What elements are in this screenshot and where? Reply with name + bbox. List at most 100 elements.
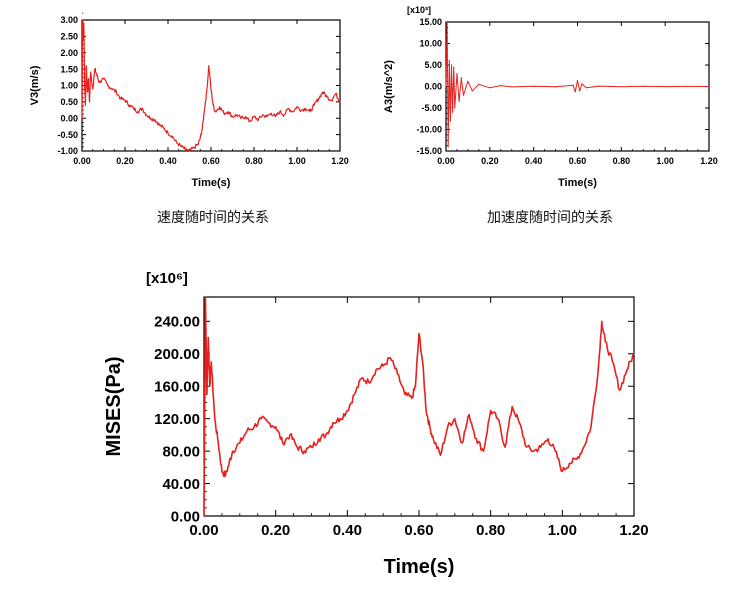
acceleration-caption: 加速度随时间的关系 <box>487 210 613 226</box>
velocity-data-point <box>88 101 91 103</box>
velocity-data-point <box>257 119 259 121</box>
mises-data-point <box>601 320 603 322</box>
acceleration-data-point <box>456 73 458 75</box>
velocity-y-tick-label: -0.50 <box>57 130 78 140</box>
mises-data-point <box>490 410 492 412</box>
acceleration-data-point <box>500 85 502 87</box>
velocity-data-point <box>90 71 92 73</box>
mises-data-point <box>339 418 341 420</box>
acceleration-data-point <box>555 86 557 88</box>
velocity-x-tick-label: 1.00 <box>288 156 306 166</box>
acceleration-x-axis-label: Time(s) <box>558 177 597 189</box>
velocity-data-point <box>283 114 285 116</box>
mises-y-tick-label: 120.00 <box>154 411 200 428</box>
mises-data-point <box>504 446 506 448</box>
mises-data-point <box>203 515 205 517</box>
velocity-data-point <box>197 143 199 145</box>
acceleration-y-tick-label: -5.00 <box>421 103 442 113</box>
velocity-data-point <box>212 104 214 106</box>
mises-data-point <box>260 418 262 420</box>
velocity-y-tick-label: 1.50 <box>60 64 78 74</box>
acceleration-x-tick-label: 0.80 <box>613 156 631 166</box>
velocity-data-point <box>330 99 332 101</box>
velocity-data-point <box>231 116 234 118</box>
mises-data-point <box>429 426 431 428</box>
velocity-data-point <box>81 117 83 119</box>
velocity-data-point <box>128 104 130 106</box>
acceleration-data-point <box>450 64 453 66</box>
mises-data-point <box>217 442 219 444</box>
acceleration-data-point <box>579 90 581 92</box>
mises-data-point <box>282 442 284 444</box>
acceleration-chart: -15.00 -10.00 -5.00 0.00 5.00 10.00 15.00 0.00 0… <box>383 5 718 189</box>
velocity-data-point <box>82 12 84 14</box>
velocity-data-point <box>176 142 178 144</box>
velocity-caption: 速度随时间的关系 <box>157 210 269 226</box>
acceleration-data-point <box>576 79 579 82</box>
velocity-data-point <box>120 98 122 100</box>
acceleration-data-point <box>449 120 451 122</box>
acceleration-data-point <box>581 83 583 85</box>
velocity-series-line-v3 <box>81 19 340 152</box>
velocity-data-point <box>84 104 86 106</box>
velocity-data-point <box>145 114 148 116</box>
mises-data-point <box>597 369 599 371</box>
velocity-data-point <box>266 116 268 118</box>
mises-data-point <box>375 369 377 371</box>
mises-data-point <box>439 454 442 456</box>
mises-data-point <box>590 426 592 428</box>
mises-data-point <box>221 470 223 472</box>
acceleration-data-point <box>642 85 644 87</box>
acceleration-x-tick-label: 0.40 <box>525 156 543 166</box>
acceleration-data-point <box>598 85 601 87</box>
mises-data-point <box>461 442 463 444</box>
mises-data-point <box>289 434 291 436</box>
mises-y-tick-label: 240.00 <box>154 314 200 331</box>
mises-data-point <box>576 458 578 460</box>
velocity-data-point <box>87 78 90 80</box>
velocity-data-point <box>279 111 281 113</box>
velocity-data-point <box>150 117 152 119</box>
velocity-data-point <box>86 91 88 93</box>
mises-data-point <box>253 426 255 428</box>
mises-data-point <box>468 414 470 416</box>
velocity-y-tick-label: 2.00 <box>60 48 78 58</box>
mises-data-point <box>232 450 234 452</box>
velocity-data-point <box>158 124 160 126</box>
velocity-data-point <box>133 107 135 109</box>
mises-y-axis-label: MISES(Pa) <box>103 356 125 456</box>
velocity-data-point <box>326 96 328 98</box>
mises-data-point <box>633 353 635 355</box>
acceleration-data-point <box>664 86 666 88</box>
acceleration-x-tick-label: 1.00 <box>656 156 674 166</box>
velocity-data-point <box>188 150 191 152</box>
mises-data-point <box>207 337 209 339</box>
mises-data-point <box>626 369 628 371</box>
acceleration-data-point <box>572 84 574 86</box>
acceleration-data-point <box>708 85 710 88</box>
mises-data-point <box>611 361 614 363</box>
velocity-data-point <box>201 127 203 129</box>
velocity-data-point <box>227 111 229 113</box>
velocity-data-point <box>287 107 289 109</box>
velocity-data-point <box>82 39 84 41</box>
mises-x-tick-label: 0.60 <box>404 522 433 539</box>
mises-data-point <box>432 438 434 440</box>
mises-y-tick-label: 40.00 <box>162 476 200 493</box>
velocity-data-point <box>270 112 272 114</box>
acceleration-data-point <box>460 77 462 79</box>
velocity-y-tick-label: 1.00 <box>60 81 78 91</box>
acceleration-data-point <box>445 85 447 88</box>
mises-data-point <box>482 450 485 452</box>
mises-data-point <box>604 341 606 343</box>
mises-x-tick-label: 1.20 <box>619 522 648 539</box>
mises-data-point <box>246 430 248 432</box>
acceleration-y-axis-label: A3(m/s^2) <box>383 60 395 113</box>
acceleration-data-point <box>489 87 491 89</box>
mises-data-point <box>310 446 313 448</box>
acceleration-x-tick-label: 0.00 <box>437 156 455 166</box>
mises-data-point <box>554 450 556 452</box>
mises-y-tick-label: 80.00 <box>162 443 200 460</box>
velocity-data-point <box>167 132 169 134</box>
acceleration-y-tick-label: 0.00 <box>424 82 442 92</box>
